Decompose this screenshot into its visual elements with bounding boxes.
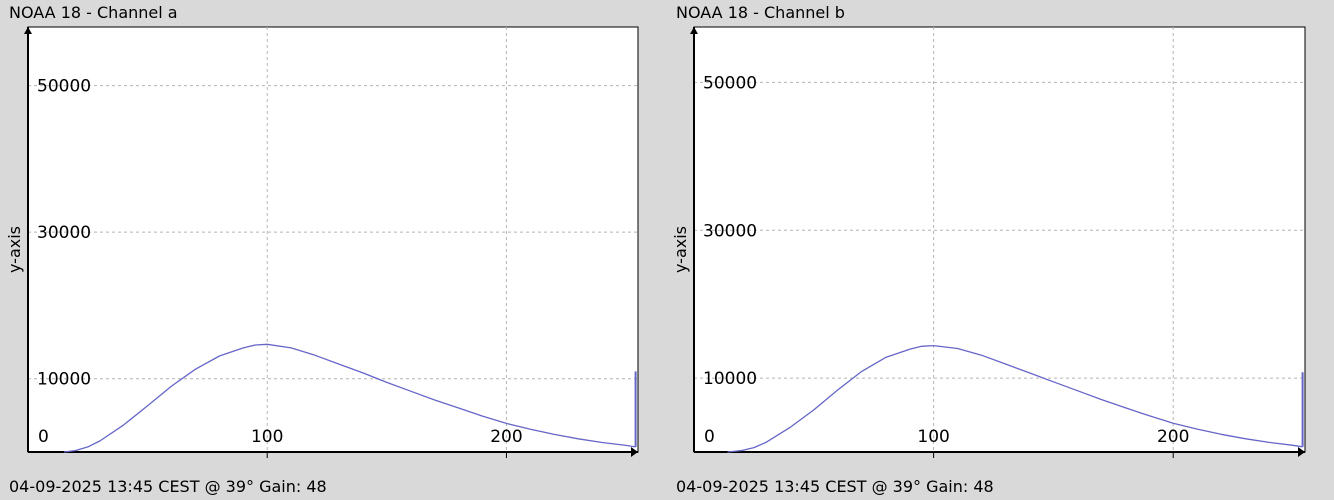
y-tick-label: 10000: [37, 370, 91, 390]
origin-tick-label: 0: [38, 427, 49, 447]
channel-b-panel: NOAA 18 - Channel b 100 200 10000 30000 5000…: [667, 0, 1334, 500]
x-axis-arrow-icon: [1298, 447, 1305, 457]
series-line: [63, 343, 636, 453]
x-tick-label: 100: [251, 427, 283, 447]
y-axis-title: y-axis: [5, 226, 24, 273]
x-tick-label: 100: [917, 427, 949, 447]
y-axis-arrow-icon: [24, 27, 32, 34]
y-tick-label: 50000: [37, 77, 91, 97]
y-tick-label: 10000: [703, 369, 757, 389]
capture-info: 04-09-2025 13:45 CEST @ 39° Gain: 48: [676, 477, 994, 496]
y-axis-arrow-icon: [690, 27, 698, 34]
origin-tick-label: 0: [704, 427, 715, 447]
channel-a-panel: NOAA 18 - Channel a 100 200 10000 30000 5000…: [5, 3, 639, 496]
plot-area: [27, 26, 639, 453]
y-axis-title: y-axis: [671, 226, 690, 273]
y-tick-label: 50000: [703, 73, 757, 93]
capture-info: 04-09-2025 13:45 CEST @ 39° Gain: 48: [9, 477, 327, 496]
channel-a-chart: 100 200 10000 30000 50000 0 y-axis: [5, 26, 639, 458]
x-axis-arrow-icon: [631, 447, 638, 457]
plot-area: [693, 26, 1306, 453]
chart-title: NOAA 18 - Channel a: [9, 3, 178, 22]
y-tick-label: 30000: [703, 221, 757, 241]
channel-b-chart: 100 200 10000 30000 50000 0 y-axis: [671, 26, 1306, 458]
x-tick-label: 200: [490, 427, 522, 447]
series-line: [727, 344, 1303, 453]
x-tick-label: 200: [1157, 427, 1189, 447]
chart-title: NOAA 18 - Channel b: [676, 3, 845, 22]
y-tick-label: 30000: [37, 223, 91, 243]
